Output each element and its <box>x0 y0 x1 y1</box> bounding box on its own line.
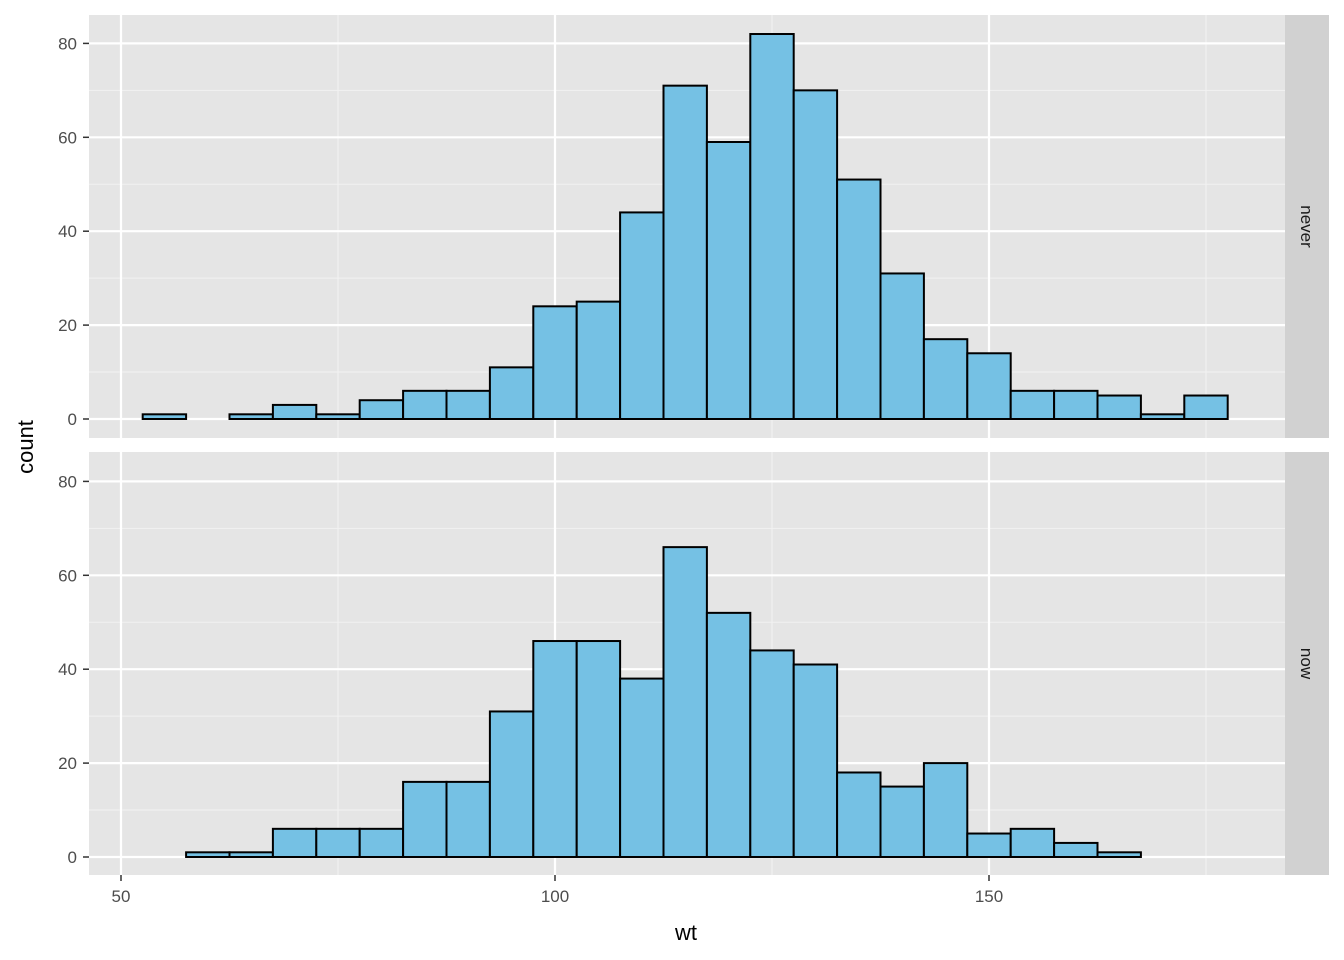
histogram-bar <box>705 611 752 858</box>
facet-panel-never: 0 20 40 60 80 never <box>58 15 1329 438</box>
x-axis-title: wt <box>674 920 697 945</box>
x-tick-label: 150 <box>975 887 1003 906</box>
y-tick-label: 80 <box>58 472 77 491</box>
histogram-bar <box>966 352 1012 420</box>
histogram-bar <box>619 677 665 859</box>
histogram-bar <box>879 272 925 420</box>
facet-strip <box>1285 15 1329 438</box>
y-tick-label: 0 <box>68 848 77 867</box>
histogram-bar <box>1183 394 1229 420</box>
histogram-bar <box>315 827 361 859</box>
histogram-bar <box>141 413 188 420</box>
histogram-bar <box>836 771 882 858</box>
y-tick-label: 0 <box>68 410 77 429</box>
histogram-bar <box>1053 389 1099 420</box>
facet-panels: 0 20 40 60 80 never 0 20 40 60 80 now <box>58 15 1329 875</box>
y-axis-title: count <box>13 420 38 474</box>
histogram-bar <box>402 780 448 859</box>
facet-panel-now: 0 20 40 60 80 now <box>58 452 1329 875</box>
histogram-bar <box>1053 841 1099 858</box>
histogram-bar <box>836 178 882 420</box>
histogram-bar <box>662 546 708 858</box>
histogram-bar <box>662 84 708 420</box>
y-tick-label: 20 <box>58 754 77 773</box>
histogram-bar <box>879 785 925 859</box>
histogram-bar <box>358 399 405 421</box>
histogram-bar <box>575 640 622 859</box>
y-tick-label: 40 <box>58 660 77 679</box>
histogram-bar <box>488 710 535 859</box>
histogram-bar <box>792 663 839 858</box>
histogram-bar <box>488 366 535 421</box>
facet-strip-label: now <box>1297 648 1316 680</box>
y-tick-label: 20 <box>58 316 77 335</box>
histogram-bar <box>358 827 405 859</box>
histogram-bar <box>271 827 318 859</box>
histogram-bar <box>749 33 795 420</box>
histogram-bar <box>749 649 795 858</box>
histogram-bar <box>532 640 578 859</box>
histogram-bar <box>792 89 839 420</box>
histogram-bar <box>1009 827 1056 859</box>
x-tick-label: 50 <box>112 887 131 906</box>
facet-strip-label: never <box>1297 205 1316 248</box>
histogram-bar <box>402 389 448 420</box>
y-tick-label: 40 <box>58 222 77 241</box>
histogram-bar <box>922 762 969 858</box>
histogram-bar <box>185 851 231 858</box>
histogram-bar <box>228 851 274 858</box>
x-axis: 50 100 150 <box>112 875 1003 906</box>
histogram-bar <box>922 338 969 420</box>
histogram-bar <box>445 780 491 859</box>
y-tick-label: 60 <box>58 566 77 585</box>
facet-strip <box>1285 452 1329 875</box>
histogram-bar <box>1139 413 1186 420</box>
y-tick-label: 60 <box>58 128 77 147</box>
histogram-bar <box>228 413 274 420</box>
histogram-bar <box>445 389 491 420</box>
x-tick-label: 100 <box>541 887 569 906</box>
histogram-bar <box>1096 394 1142 420</box>
histogram-bar <box>619 211 665 420</box>
histogram-bar <box>532 305 578 421</box>
y-tick-label: 80 <box>58 34 77 53</box>
histogram-bar <box>575 300 622 420</box>
histogram-bar <box>315 413 361 420</box>
histogram-bar <box>271 403 318 421</box>
histogram-bar <box>966 832 1012 859</box>
histogram-bar <box>705 140 752 420</box>
histogram-bar <box>1009 389 1056 420</box>
histogram-bar <box>1096 851 1142 858</box>
